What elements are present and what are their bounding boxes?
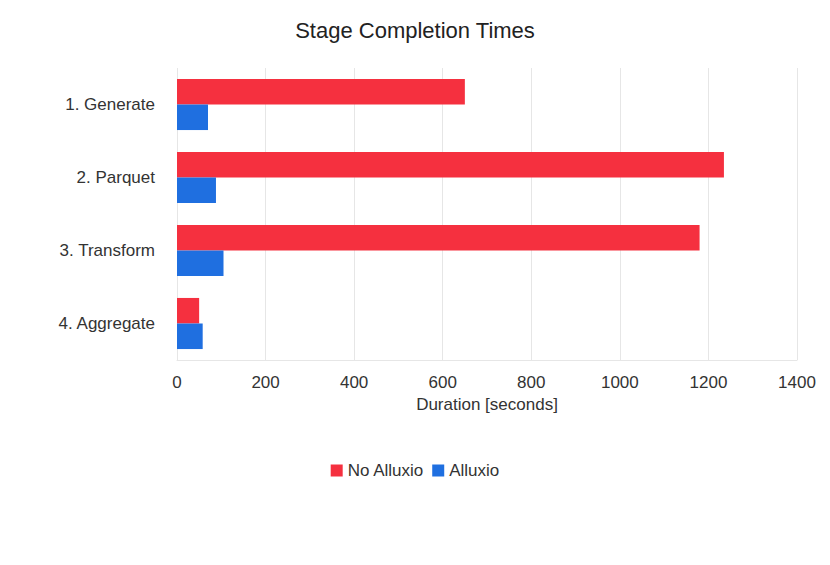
svg-text:800: 800 [517, 373, 545, 392]
svg-text:1000: 1000 [601, 373, 639, 392]
svg-text:400: 400 [340, 373, 368, 392]
svg-text:3. Transform: 3. Transform [60, 241, 155, 260]
svg-text:1400: 1400 [778, 373, 816, 392]
svg-text:200: 200 [251, 373, 279, 392]
svg-text:1200: 1200 [690, 373, 728, 392]
svg-text:Stage Completion Times: Stage Completion Times [295, 18, 535, 43]
svg-text:No Alluxio: No Alluxio [348, 461, 424, 480]
svg-text:Alluxio: Alluxio [449, 461, 499, 480]
svg-text:1. Generate: 1. Generate [65, 95, 155, 114]
svg-text:2. Parquet: 2. Parquet [77, 168, 156, 187]
svg-text:4. Aggregate: 4. Aggregate [59, 314, 155, 333]
svg-text:0: 0 [172, 373, 181, 392]
svg-text:Duration [seconds]: Duration [seconds] [416, 395, 558, 414]
svg-text:600: 600 [429, 373, 457, 392]
